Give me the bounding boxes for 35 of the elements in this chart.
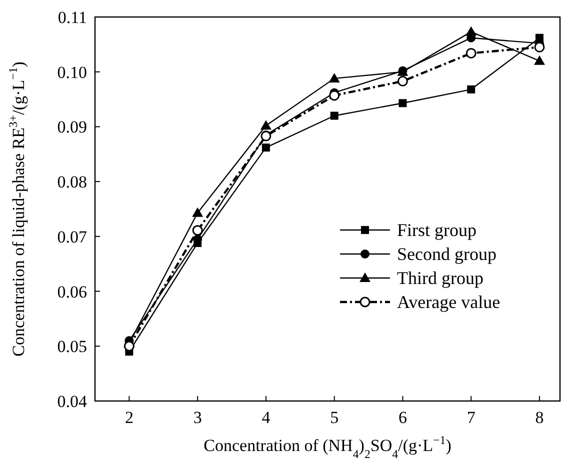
point [192, 225, 203, 236]
y-tick-label: 0.08 [57, 172, 87, 192]
legend-label: First group [397, 220, 477, 240]
y-tick-label: 0.04 [57, 392, 88, 411]
legend-label: Second group [397, 244, 496, 264]
point [466, 26, 477, 36]
x-tick-label: 6 [398, 408, 407, 427]
y-tick-label: 0.09 [57, 118, 87, 137]
point [534, 42, 545, 52]
legend-label: Third group [397, 268, 484, 288]
point [534, 55, 545, 65]
x-tick-label: 7 [466, 408, 476, 427]
point [330, 112, 338, 120]
point [329, 90, 340, 101]
y-tick-label: 0.10 [57, 62, 87, 82]
point [398, 99, 407, 108]
y-tick-label: 0.05 [57, 337, 87, 356]
x-tick-label: 4 [262, 408, 271, 427]
x-tick-label: 3 [193, 408, 202, 427]
point [467, 85, 476, 94]
point [260, 120, 272, 130]
point [124, 340, 134, 352]
point [192, 207, 204, 217]
legend-label: Average value [397, 292, 500, 312]
x-tick-label: 2 [124, 408, 134, 427]
point [262, 144, 270, 152]
x-tick-label: 5 [330, 408, 339, 427]
point [397, 76, 408, 86]
x-tick-label: 8 [535, 408, 544, 427]
point [466, 48, 476, 58]
point [328, 72, 340, 82]
y-tick-label: 0.07 [57, 227, 88, 246]
text: Concentration of (NH$_{4}$)$_{2}$SO$_{4}$/(g·L$^{−1}$) [204, 433, 452, 461]
y-tick-label: 0.06 [57, 282, 87, 302]
y-tick-label: 0.11 [58, 8, 87, 27]
